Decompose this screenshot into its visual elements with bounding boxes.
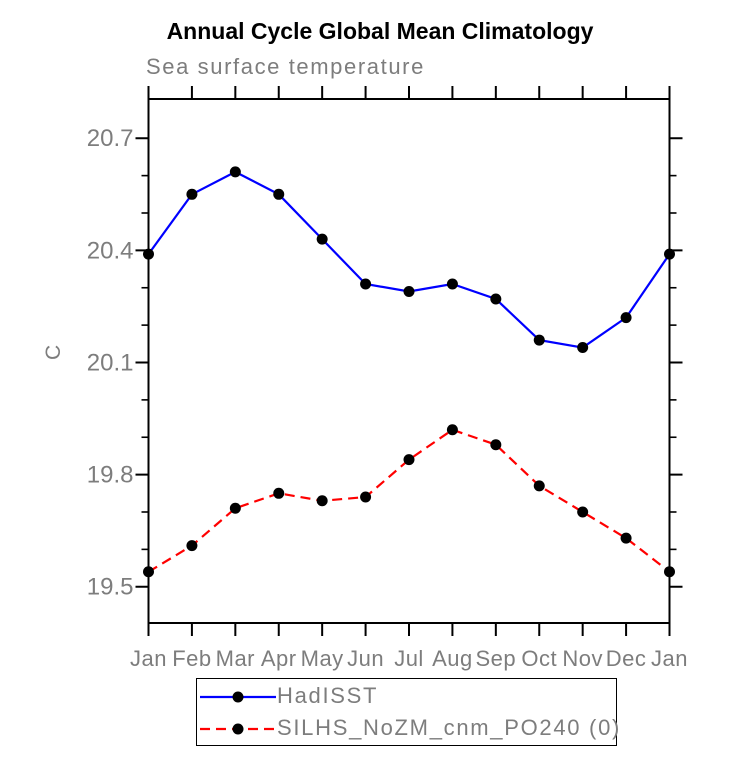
x-tick-label: Jun: [347, 646, 384, 671]
x-tick-label: Feb: [172, 646, 211, 671]
y-tick-label: 20.1: [87, 349, 134, 376]
hadisst-line-swatch: [200, 690, 276, 703]
x-axis-ticks: Jan Feb Mar Apr May Jun Jul Aug Sep Oct Nov Dec Jan: [130, 86, 688, 671]
y-tick-label: 20.4: [87, 237, 134, 264]
x-tick-label: Sep: [476, 646, 517, 671]
x-tick-label: May: [301, 646, 344, 671]
y-tick-label: 19.5: [87, 574, 134, 601]
series-line-1: [147, 428, 671, 573]
chart-title: Annual Cycle Global Mean Climatology: [166, 18, 594, 44]
chart-subtitle: Sea surface temperature: [146, 54, 425, 79]
legend-label-hadisst: HadISST: [277, 683, 379, 708]
y-axis-ticks: 19.5 19.8 20.1 20.4 20.7: [87, 125, 683, 601]
y-axis-unit-label: C: [42, 345, 65, 360]
legend-row-silhs: SILHS_NoZM_cnm_PO240 (0): [197, 713, 619, 743]
y-tick-label: 19.8: [87, 462, 134, 489]
x-tick-label: Oct: [521, 646, 557, 671]
legend-box: HadISST SILHS_NoZM_cnm_PO240 (0): [196, 678, 619, 746]
series-line-0: [147, 170, 671, 349]
x-tick-label: Mar: [216, 646, 255, 671]
series-markers-0: [143, 166, 675, 354]
x-tick-label: Jan: [130, 646, 167, 671]
x-tick-label: Jan: [651, 646, 688, 671]
y-tick-label: 20.7: [87, 125, 134, 152]
x-tick-label: Nov: [562, 646, 603, 671]
x-tick-label: Aug: [432, 646, 473, 671]
legend-label-silhs: SILHS_NoZM_cnm_PO240 (0): [277, 715, 622, 740]
x-tick-label: Dec: [606, 646, 647, 671]
x-tick-label: Jul: [394, 646, 424, 671]
legend-row-hadisst: HadISST: [197, 681, 616, 711]
silhs-line-swatch: [200, 722, 276, 735]
series-markers-1: [143, 424, 675, 578]
x-tick-label: Apr: [261, 646, 297, 671]
